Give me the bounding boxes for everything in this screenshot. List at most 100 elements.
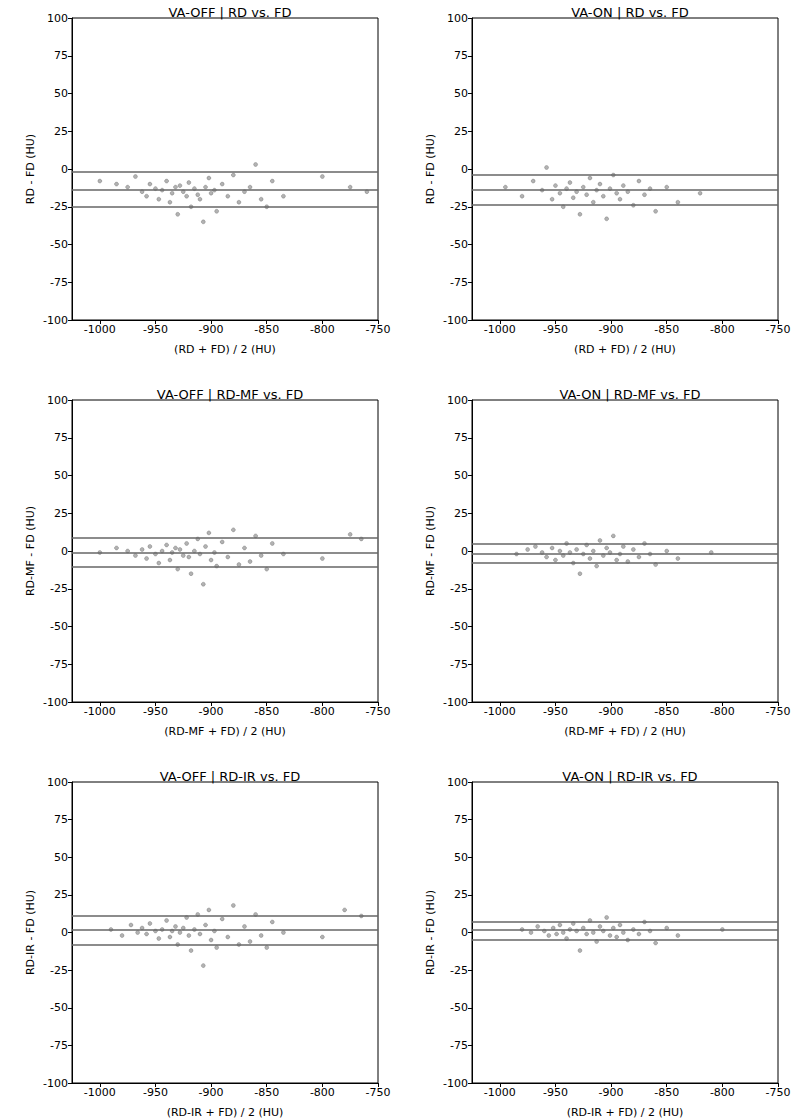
svg-text:-100: -100	[443, 314, 468, 327]
svg-text:-25: -25	[450, 964, 468, 977]
svg-text:-1000: -1000	[84, 1086, 116, 1099]
svg-text:VA-ON | RD vs. FD: VA-ON | RD vs. FD	[571, 5, 689, 20]
svg-text:50: 50	[454, 851, 468, 864]
svg-text:-50: -50	[50, 620, 68, 633]
svg-text:-950: -950	[543, 705, 568, 718]
svg-text:25: 25	[454, 888, 468, 901]
svg-text:75: 75	[454, 49, 468, 62]
svg-text:-100: -100	[443, 696, 468, 709]
svg-text:0: 0	[61, 163, 68, 176]
svg-text:-75: -75	[50, 658, 68, 671]
svg-text:-25: -25	[450, 582, 468, 595]
svg-text:VA-OFF | RD vs. FD: VA-OFF | RD vs. FD	[169, 5, 292, 20]
svg-text:100: 100	[47, 776, 68, 789]
svg-text:-900: -900	[599, 705, 624, 718]
svg-text:-75: -75	[450, 1039, 468, 1052]
svg-text:-850: -850	[254, 1086, 279, 1099]
svg-text:-750: -750	[766, 705, 791, 718]
svg-text:-800: -800	[710, 323, 735, 336]
svg-text:100: 100	[47, 12, 68, 25]
svg-text:-1000: -1000	[84, 323, 116, 336]
svg-text:-1000: -1000	[484, 323, 516, 336]
svg-text:-950: -950	[143, 705, 168, 718]
svg-text:-50: -50	[450, 1001, 468, 1014]
svg-text:0: 0	[61, 926, 68, 939]
svg-text:50: 50	[454, 469, 468, 482]
svg-text:RD-MF - FD (HU): RD-MF - FD (HU)	[424, 506, 437, 596]
svg-text:-900: -900	[599, 323, 624, 336]
svg-text:RD-MF - FD (HU): RD-MF - FD (HU)	[24, 506, 37, 596]
svg-text:75: 75	[454, 431, 468, 444]
svg-text:25: 25	[454, 507, 468, 520]
svg-text:-75: -75	[50, 1039, 68, 1052]
svg-text:-75: -75	[450, 658, 468, 671]
svg-text:-800: -800	[310, 705, 335, 718]
svg-text:-1000: -1000	[484, 705, 516, 718]
svg-text:-800: -800	[710, 1086, 735, 1099]
svg-text:-75: -75	[450, 276, 468, 289]
svg-text:-75: -75	[50, 276, 68, 289]
svg-text:0: 0	[461, 926, 468, 939]
svg-text:-100: -100	[43, 314, 68, 327]
svg-text:50: 50	[454, 87, 468, 100]
svg-text:0: 0	[61, 545, 68, 558]
svg-text:0: 0	[461, 545, 468, 558]
svg-text:(RD + FD) / 2 (HU): (RD + FD) / 2 (HU)	[574, 343, 676, 356]
svg-text:-750: -750	[366, 705, 391, 718]
svg-text:100: 100	[47, 394, 68, 407]
svg-text:-100: -100	[443, 1077, 468, 1090]
svg-text:-750: -750	[766, 1086, 791, 1099]
svg-text:-25: -25	[50, 200, 68, 213]
svg-text:VA-ON | RD-MF vs. FD: VA-ON | RD-MF vs. FD	[559, 387, 700, 402]
svg-text:50: 50	[54, 87, 68, 100]
svg-text:(RD-MF + FD) / 2 (HU): (RD-MF + FD) / 2 (HU)	[164, 725, 286, 738]
svg-text:-50: -50	[50, 1001, 68, 1014]
svg-text:-50: -50	[50, 238, 68, 251]
svg-text:(RD-IR + FD) / 2 (HU): (RD-IR + FD) / 2 (HU)	[567, 1106, 684, 1119]
svg-text:25: 25	[54, 888, 68, 901]
svg-text:RD-IR - FD (HU): RD-IR - FD (HU)	[424, 890, 437, 975]
svg-text:-1000: -1000	[484, 1086, 516, 1099]
svg-text:RD - FD (HU): RD - FD (HU)	[424, 134, 437, 204]
svg-text:-900: -900	[599, 1086, 624, 1099]
svg-text:VA-ON | RD-IR vs. FD: VA-ON | RD-IR vs. FD	[562, 769, 697, 784]
svg-text:-850: -850	[654, 323, 679, 336]
svg-text:50: 50	[54, 851, 68, 864]
svg-text:-50: -50	[450, 620, 468, 633]
svg-text:-850: -850	[254, 705, 279, 718]
svg-text:-800: -800	[310, 1086, 335, 1099]
svg-text:25: 25	[54, 507, 68, 520]
svg-text:-750: -750	[366, 1086, 391, 1099]
svg-text:-950: -950	[543, 1086, 568, 1099]
svg-text:-950: -950	[543, 323, 568, 336]
svg-text:-100: -100	[43, 696, 68, 709]
svg-text:-950: -950	[143, 323, 168, 336]
svg-text:0: 0	[461, 163, 468, 176]
svg-text:-25: -25	[450, 200, 468, 213]
svg-text:75: 75	[54, 49, 68, 62]
svg-text:VA-OFF | RD-MF vs. FD: VA-OFF | RD-MF vs. FD	[157, 387, 303, 402]
svg-text:-800: -800	[710, 705, 735, 718]
svg-text:VA-OFF | RD-IR vs. FD: VA-OFF | RD-IR vs. FD	[160, 769, 301, 784]
svg-text:-900: -900	[199, 323, 224, 336]
svg-text:100: 100	[447, 776, 468, 789]
svg-text:-750: -750	[366, 323, 391, 336]
svg-text:-800: -800	[310, 323, 335, 336]
svg-text:-950: -950	[143, 1086, 168, 1099]
svg-text:50: 50	[54, 469, 68, 482]
svg-text:-900: -900	[199, 705, 224, 718]
svg-text:-900: -900	[199, 1086, 224, 1099]
svg-text:75: 75	[54, 813, 68, 826]
svg-text:100: 100	[447, 12, 468, 25]
svg-text:75: 75	[54, 431, 68, 444]
svg-text:-750: -750	[766, 323, 791, 336]
svg-text:(RD-IR + FD) / 2 (HU): (RD-IR + FD) / 2 (HU)	[167, 1106, 284, 1119]
svg-text:-850: -850	[654, 705, 679, 718]
svg-text:-100: -100	[43, 1077, 68, 1090]
svg-text:-25: -25	[50, 964, 68, 977]
svg-text:75: 75	[454, 813, 468, 826]
svg-text:RD-IR - FD (HU): RD-IR - FD (HU)	[24, 890, 37, 975]
svg-text:-1000: -1000	[84, 705, 116, 718]
svg-text:100: 100	[447, 394, 468, 407]
svg-text:-850: -850	[254, 323, 279, 336]
